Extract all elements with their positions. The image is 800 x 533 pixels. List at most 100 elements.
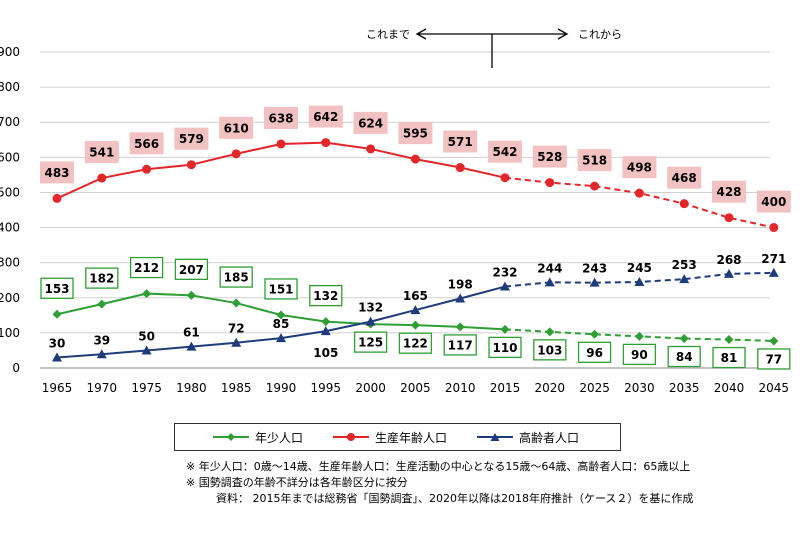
data-label-elderly: 253 [672, 258, 697, 272]
data-label-working: 595 [403, 127, 428, 141]
data-point-working [590, 181, 600, 191]
data-label-box-working [622, 156, 657, 179]
data-label-box-young [533, 339, 567, 361]
data-label-box-working [353, 111, 388, 134]
legend-label-young: 年少人口 [255, 430, 304, 445]
data-label-box-working [219, 116, 254, 139]
x-axis: 1965 1970 1975 1980 1985 1990 1995 2000 2005 2010… [42, 381, 789, 395]
data-label-working: 542 [492, 145, 517, 159]
data-label-box-working [667, 166, 702, 189]
data-label-box-working [129, 132, 164, 155]
legend-swatch-young [213, 433, 249, 441]
data-label-box-young [309, 285, 343, 307]
data-label-box-working [532, 145, 567, 168]
data-label-working: 400 [761, 195, 786, 209]
x-tick-label: 2010 [445, 381, 476, 395]
data-point-working [366, 144, 376, 154]
data-label-box-young [398, 332, 433, 354]
data-label-young: 122 [403, 337, 428, 351]
data-label-working: 566 [134, 137, 159, 151]
data-label-elderly: 198 [448, 277, 473, 291]
data-label-elderly: 72 [228, 322, 245, 336]
data-label-elderly: 50 [138, 329, 155, 343]
x-tick-label: 2020 [535, 381, 566, 395]
data-point-elderly [410, 305, 421, 315]
data-label-box-young [667, 345, 701, 368]
data-point-working [679, 199, 689, 209]
data-point-young [590, 329, 600, 339]
data-label-box-young [712, 346, 746, 369]
data-point-working [186, 160, 196, 170]
data-label-box-young [219, 266, 253, 288]
data-label-young: 84 [676, 350, 693, 364]
data-point-working [410, 154, 420, 164]
x-tick-label: 1985 [221, 381, 252, 395]
data-point-working [52, 193, 62, 203]
data-label-young: 90 [631, 348, 648, 362]
x-tick-label: 1975 [131, 381, 162, 395]
data-label-young: 185 [224, 271, 249, 285]
past-label: これまで [366, 28, 410, 41]
data-label-working: 541 [89, 146, 114, 160]
data-label-young: 182 [89, 272, 114, 286]
data-label-box-working [443, 130, 478, 153]
data-point-elderly [141, 345, 152, 355]
data-label-young: 117 [448, 338, 473, 352]
data-point-working [769, 223, 779, 233]
grid-lines [40, 51, 770, 369]
x-tick-label: 1970 [87, 381, 118, 395]
data-label-box-working [40, 161, 74, 184]
data-label-young: 125 [358, 336, 383, 350]
legend-swatch-elderly [477, 433, 514, 441]
data-label-working: 518 [582, 154, 607, 168]
data-label-box-young [353, 331, 388, 353]
data-label-elderly: 243 [582, 262, 607, 276]
data-label-box-young [757, 348, 791, 370]
data-label-box-young [85, 267, 119, 289]
series-line-working [56, 141, 506, 200]
y-axis: 0 100 200 300 400 500 600 700 800 900 [0, 45, 20, 375]
data-point-young [410, 320, 420, 330]
data-point-working [231, 149, 241, 159]
series-layer [52, 138, 779, 362]
x-tick-label: 2045 [759, 381, 790, 395]
data-label-working: 428 [716, 185, 741, 199]
data-label-box-young [40, 277, 74, 299]
y-tick-label: 500 [0, 185, 20, 199]
arrow-left-icon [415, 28, 427, 40]
data-label-box-young [129, 256, 164, 279]
data-label-working: 528 [537, 150, 562, 164]
data-point-young [276, 310, 286, 320]
data-label-young: 96 [586, 346, 603, 360]
data-point-young [679, 334, 689, 344]
x-tick-label: 2030 [624, 381, 655, 395]
data-label-young: 77 [765, 352, 782, 366]
data-point-elderly [365, 316, 376, 326]
data-label-box-young [264, 278, 298, 300]
data-label-young: 103 [537, 343, 562, 357]
data-point-working [97, 173, 107, 183]
data-point-elderly [679, 274, 690, 284]
data-point-elderly [96, 349, 107, 359]
y-tick-label: 400 [0, 221, 20, 235]
legend-label-working: 生産年齢人口 [375, 430, 448, 445]
y-tick-label: 100 [0, 326, 20, 340]
data-point-young [769, 336, 779, 346]
data-label-working: 483 [44, 166, 69, 180]
data-label-young: 207 [179, 263, 204, 277]
x-tick-label: 2005 [400, 381, 431, 395]
data-label-young: 81 [721, 351, 738, 365]
data-point-young [321, 317, 331, 327]
legend-item-young: 年少人口 [211, 429, 303, 446]
data-label-working: 642 [313, 110, 338, 124]
data-point-young [724, 335, 734, 345]
data-label-elderly: 244 [537, 261, 562, 275]
data-label-working: 624 [358, 116, 383, 130]
chart-canvas: 0 100 200 300 400 500 600 700 800 900 1965 1970 197… [0, 28, 791, 395]
data-point-working [500, 173, 510, 183]
data-label-box-working [756, 190, 791, 213]
data-label-box-young [174, 258, 209, 280]
data-label-box-working [398, 122, 433, 145]
data-label-box-young [443, 334, 477, 356]
legend: 年少人口 生産年齢人口 高齢者人口 [174, 423, 621, 451]
